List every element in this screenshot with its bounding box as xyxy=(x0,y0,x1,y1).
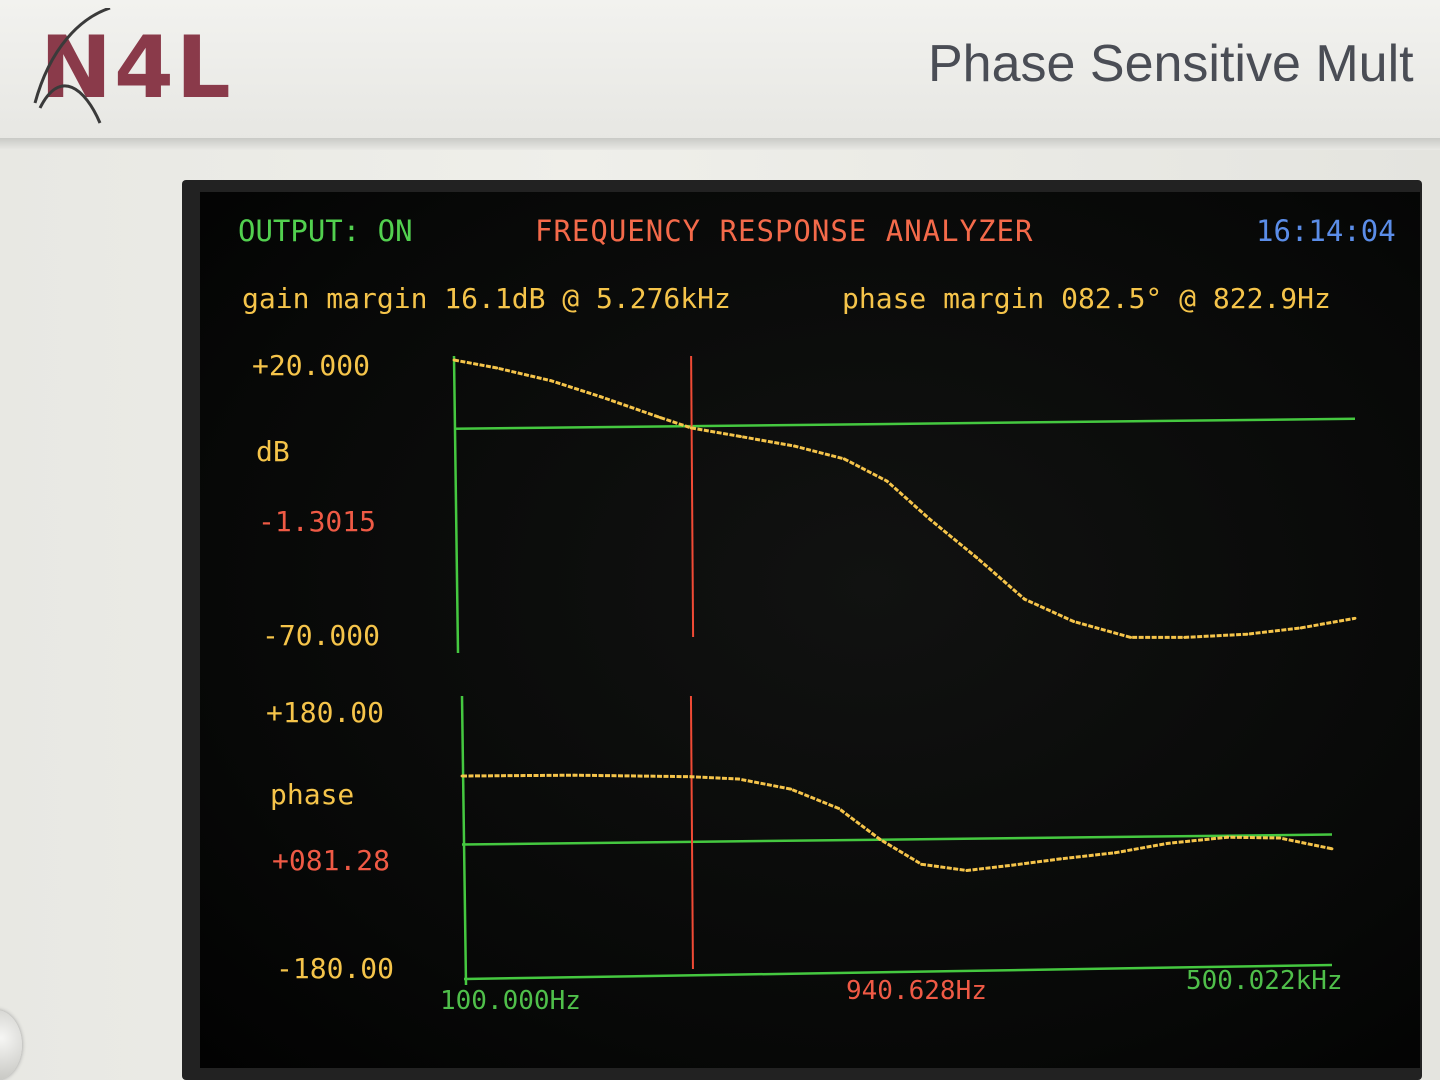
phase-axis-unit: phase xyxy=(270,778,355,811)
gain-trace-point xyxy=(1299,626,1303,630)
gain-trace-point xyxy=(599,395,602,399)
phase-margin-readout: phase margin 082.5° @ 822.9Hz xyxy=(842,282,1331,315)
gain-trace-point xyxy=(1129,636,1133,639)
gain-margin-readout: gain margin 16.1dB @ 5.276kHz xyxy=(242,282,731,315)
phase-trace-point xyxy=(1166,842,1169,845)
phase-trace-point xyxy=(1114,851,1117,855)
phase-trace-point xyxy=(1226,835,1229,839)
phase-trace-point xyxy=(789,787,793,791)
phase-y-axis xyxy=(460,695,468,986)
gain-trace-point xyxy=(1023,597,1026,601)
phase-x-axis xyxy=(463,963,1333,981)
gain-y-axis xyxy=(452,355,460,654)
phase-cursor-line xyxy=(689,695,694,970)
gain-trace-point xyxy=(975,556,979,560)
frequency-response-plots xyxy=(452,355,1357,986)
gain-cursor-readout: -1.3015 xyxy=(258,505,377,538)
phase-trace-point xyxy=(1330,847,1334,851)
gain-trace-point xyxy=(1183,636,1187,639)
gain-cursor-line xyxy=(690,355,695,638)
phase-trace-point xyxy=(737,777,740,781)
phase-reference-line xyxy=(461,833,1333,846)
gain-axis-max: +20.000 xyxy=(252,349,371,382)
phase-trace-point xyxy=(920,862,923,866)
gain-trace-point xyxy=(793,444,796,448)
panel-title: Phase Sensitive Mult xyxy=(928,35,1414,93)
gain-axis-unit: dB xyxy=(256,435,290,468)
phase-trace-point xyxy=(1059,857,1062,861)
freq-cursor-label: 940.628Hz xyxy=(846,976,987,1006)
gain-reference-line xyxy=(453,417,1356,431)
screen-title: FREQUENCY RESPONSE ANALYZER xyxy=(535,214,1034,248)
phase-trace-point xyxy=(837,807,841,810)
phase-trace-series-0 xyxy=(461,773,1333,872)
phase-trace-point xyxy=(1278,836,1282,840)
freq-start-label: 100.000Hz xyxy=(440,986,581,1016)
phase-axis-max: +180.00 xyxy=(266,696,385,729)
gain-axis-min: -70.000 xyxy=(262,619,381,652)
instrument-top-panel: N4L Phase Sensitive Mult xyxy=(0,0,1440,140)
gain-trace-point xyxy=(1072,620,1076,623)
lcd-screen: OUTPUT: ON FREQUENCY RESPONSE ANALYZER 1… xyxy=(200,192,1420,1068)
phase-trace-point xyxy=(878,838,882,841)
freq-end-label: 500.022kHz xyxy=(1186,966,1343,996)
phase-trace-point xyxy=(572,773,576,777)
gain-trace-point xyxy=(658,416,662,419)
gain-trace-point xyxy=(452,358,456,362)
bezel-lip xyxy=(0,138,1440,150)
gain-trace-point xyxy=(928,518,932,521)
phase-cursor-readout: +081.28 xyxy=(272,844,391,877)
phase-trace-point xyxy=(689,775,693,779)
brand-logo: N4L xyxy=(33,8,233,124)
gain-trace-point xyxy=(842,457,846,461)
logo-swoosh-icon xyxy=(33,8,111,124)
control-knob[interactable] xyxy=(0,1010,22,1080)
gain-trace-point xyxy=(1353,616,1357,620)
gain-trace-point xyxy=(885,479,889,483)
gain-trace-point xyxy=(549,379,553,383)
phase-trace-point xyxy=(1011,863,1015,867)
phase-trace-point xyxy=(965,869,969,872)
gain-trace-point xyxy=(495,366,499,370)
gain-trace-series-0 xyxy=(453,358,1356,639)
gain-trace-point xyxy=(739,435,742,438)
output-status: OUTPUT: ON xyxy=(238,214,413,248)
gain-trace-point xyxy=(1245,632,1249,636)
phase-axis-min: -180.00 xyxy=(276,952,395,985)
clock: 16:14:04 xyxy=(1256,214,1396,248)
phase-trace-point xyxy=(460,774,464,778)
gain-trace-point xyxy=(689,426,693,430)
